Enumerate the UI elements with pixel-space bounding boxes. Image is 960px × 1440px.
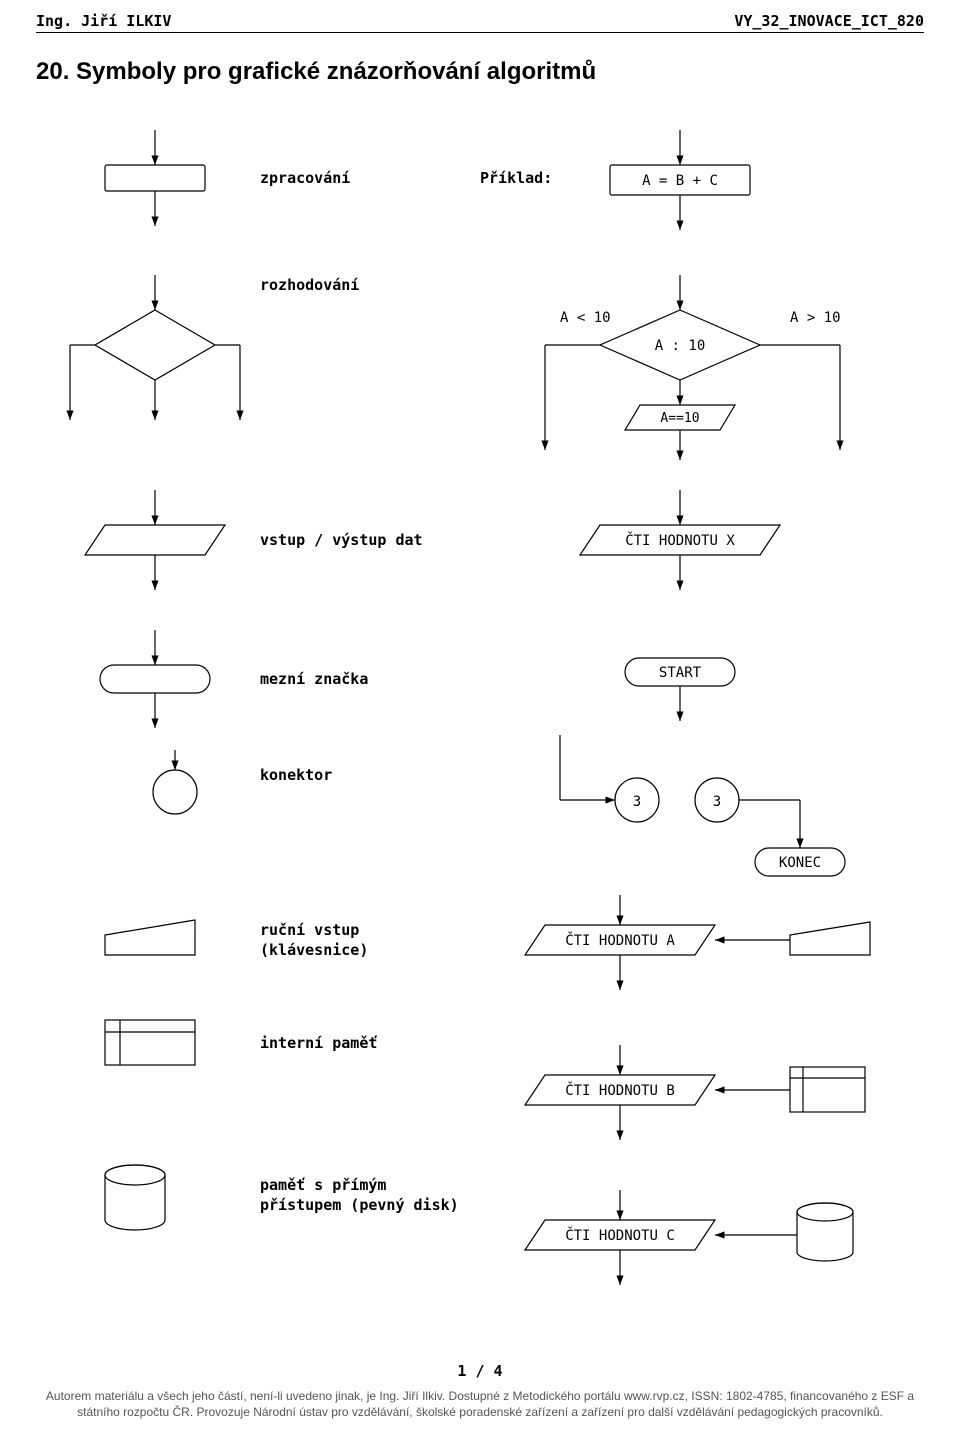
text-alt: A < 10 (560, 310, 611, 326)
internal-storage-symbol (105, 1020, 195, 1065)
text-conn3b: 3 (713, 794, 721, 810)
io-symbol (85, 525, 225, 555)
label-rozhodovani: rozhodování (260, 276, 359, 294)
text-abc: A = B + C (642, 173, 718, 189)
label-priklad: Příklad: (480, 169, 552, 187)
decision-symbol (95, 310, 215, 380)
text-conn3a: 3 (633, 794, 641, 810)
manual-input-small (790, 922, 870, 955)
label-pamet2: přístupem (pevný disk) (260, 1196, 459, 1214)
manual-input-symbol (105, 920, 195, 955)
process-symbol (105, 165, 205, 191)
label-rucnivstup1: ruční vstup (260, 921, 359, 939)
label-meznacka: mezní značka (260, 670, 368, 688)
text-konec: KONEC (779, 855, 821, 871)
label-vstupvystup: vstup / výstup dat (260, 531, 423, 549)
text-acolon: A : 10 (655, 338, 706, 354)
label-konektor: konektor (260, 766, 332, 784)
text-ctix: ČTI HODNOTU X (625, 531, 735, 549)
page-number: 1 / 4 (36, 1361, 924, 1381)
label-pamet1: paměť s přímým (260, 1176, 386, 1194)
text-aeq: A==10 (660, 411, 699, 426)
text-start: START (659, 665, 702, 681)
internal-storage-small (790, 1067, 865, 1112)
footer: 1 / 4 Autorem materiálu a všech jeho čás… (36, 1361, 924, 1420)
label-zpracovani: zpracování (260, 169, 350, 187)
page: Ing. Jiří ILKIV VY_32_INOVACE_ICT_820 20… (0, 0, 960, 1440)
text-agt: A > 10 (790, 310, 841, 326)
footer-text: Autorem materiálu a všech jeho částí, ne… (36, 1388, 924, 1420)
diagram: zpracování Příklad: A = B + C rozhodován… (0, 0, 960, 1440)
label-rucnivstup2: (klávesnice) (260, 941, 368, 959)
label-internipamet: interní paměť (260, 1034, 377, 1052)
text-ctib: ČTI HODNOTU B (565, 1081, 675, 1099)
cylinder-small (797, 1203, 853, 1261)
text-ctia: ČTI HODNOTU A (565, 931, 675, 949)
connector-symbol (153, 770, 197, 814)
terminator-symbol (100, 665, 210, 693)
cylinder-symbol (105, 1165, 165, 1230)
text-ctic: ČTI HODNOTU C (565, 1226, 675, 1244)
